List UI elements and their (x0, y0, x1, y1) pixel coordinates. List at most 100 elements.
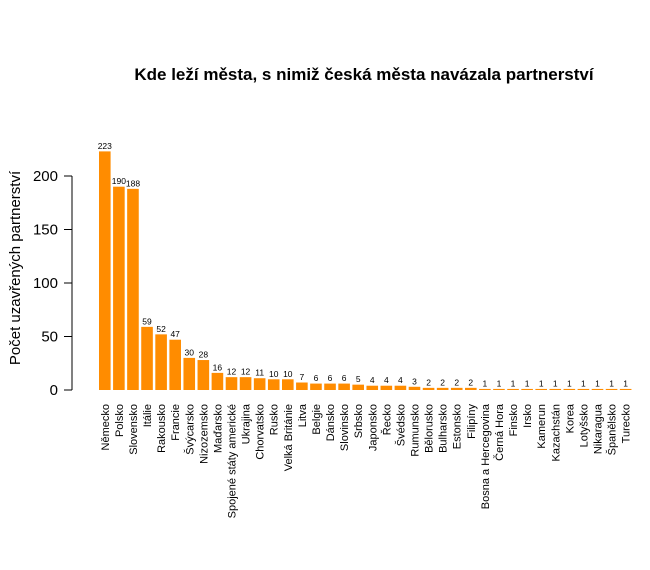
x-tick-label: Dánsko (325, 404, 337, 441)
bar (422, 387, 435, 390)
bar (521, 388, 533, 390)
data-label: 1 (497, 378, 502, 388)
x-tick-label: Švýcarsko (183, 404, 196, 455)
bar (408, 386, 421, 390)
x-tick-label: Filipíny (466, 404, 478, 439)
x-tick-label: Německo (100, 404, 112, 450)
x-tick-label: Nikaragua (592, 403, 604, 454)
data-label: 6 (314, 373, 319, 383)
data-label: 223 (98, 141, 112, 151)
x-tick-label: Slovinsko (339, 404, 351, 451)
y-tick-label: 0 (50, 382, 58, 399)
x-tick-label: Spojené státy americké (226, 404, 238, 518)
x-tick-label: Ukrajina (241, 403, 253, 444)
data-label: 1 (525, 378, 530, 388)
y-tick-label: 50 (41, 329, 58, 346)
data-label: 10 (283, 369, 293, 379)
data-label: 6 (328, 373, 333, 383)
bar (352, 384, 364, 390)
bar (479, 388, 491, 390)
data-label: 52 (156, 324, 166, 334)
x-tick-label: Rumunsko (409, 404, 421, 457)
bar (577, 388, 590, 390)
bar (127, 188, 139, 390)
x-tick-label: Maďarsko (212, 404, 224, 453)
data-label: 10 (269, 369, 279, 379)
x-tick-label: Nizozemsko (198, 404, 210, 464)
data-label: 4 (370, 375, 375, 385)
x-tick-label: Kazachstán (550, 404, 562, 461)
x-tick-label: Turecko (621, 404, 633, 443)
x-tick-label: Slovensko (128, 404, 140, 455)
y-axis: 0 50 100 150 200 (33, 168, 73, 399)
bar (338, 383, 350, 390)
x-tick-label: Bulharsko (438, 404, 450, 453)
x-tick-label: Irsko (522, 404, 534, 428)
data-label: 28 (199, 350, 209, 360)
data-label: 47 (170, 329, 180, 339)
bar (141, 326, 153, 390)
bar (169, 339, 181, 390)
x-tick-label: Bělorusko (424, 404, 436, 453)
data-label: 1 (567, 378, 572, 388)
x-tick-label: Belgie (311, 404, 323, 435)
bar (465, 387, 477, 390)
y-tick-label: 100 (33, 275, 58, 292)
x-tick-label: Rakousko (156, 404, 168, 453)
data-label: 16 (213, 362, 223, 372)
bars (99, 151, 632, 390)
bar (155, 334, 167, 390)
data-label: 3 (412, 376, 417, 386)
data-label: 188 (126, 178, 140, 188)
bar (366, 385, 379, 390)
x-tick-label: Francie (170, 404, 182, 441)
x-tick-label: Řecko (380, 404, 393, 435)
x-tick-label: Srbsko (353, 404, 365, 438)
bar (197, 360, 210, 390)
bar (563, 388, 576, 390)
bar (535, 388, 547, 390)
x-tick-label: Švédsko (394, 404, 407, 446)
x-tick-label: Rusko (269, 404, 281, 435)
data-label: 11 (255, 368, 264, 378)
bar (493, 388, 505, 390)
x-tick-labels: Německo Polsko Slovensko Itálie Rakousko Fran… (100, 403, 633, 518)
bar (113, 186, 125, 390)
x-tick-label: Černá Hora (493, 403, 506, 461)
x-tick-label: Kamerun (536, 404, 548, 449)
data-label: 5 (356, 374, 361, 384)
data-label: 4 (398, 375, 403, 385)
data-label: 1 (539, 378, 544, 388)
bar (605, 388, 618, 390)
bar (324, 383, 336, 390)
chart-title: Kde leží města, s nimiž česká města navá… (134, 65, 595, 84)
bar (394, 385, 407, 390)
data-label: 190 (112, 176, 126, 186)
bar (450, 387, 463, 390)
bar (591, 388, 604, 390)
x-tick-label: Chorvatsko (255, 404, 267, 460)
data-label: 12 (241, 367, 251, 377)
bar (253, 378, 266, 390)
x-tick-label: Korea (564, 403, 576, 433)
bar (211, 372, 224, 390)
data-label: 4 (384, 375, 389, 385)
x-tick-label: Polsko (114, 404, 126, 437)
bar (549, 388, 562, 390)
bar (239, 377, 252, 390)
data-label: 1 (581, 378, 586, 388)
bar (183, 357, 196, 390)
bar (296, 382, 308, 390)
data-label: 1 (483, 378, 488, 388)
data-label: 1 (609, 378, 614, 388)
data-label: 59 (142, 316, 152, 326)
y-axis-label: Počet uzavřených partnerství (7, 170, 24, 365)
data-label: 1 (623, 378, 628, 388)
x-tick-label: Lotyšsko (578, 404, 590, 447)
x-tick-label: Itálie (142, 404, 154, 427)
data-label: 1 (595, 378, 600, 388)
bar (310, 383, 322, 390)
data-label: 1 (553, 378, 558, 388)
